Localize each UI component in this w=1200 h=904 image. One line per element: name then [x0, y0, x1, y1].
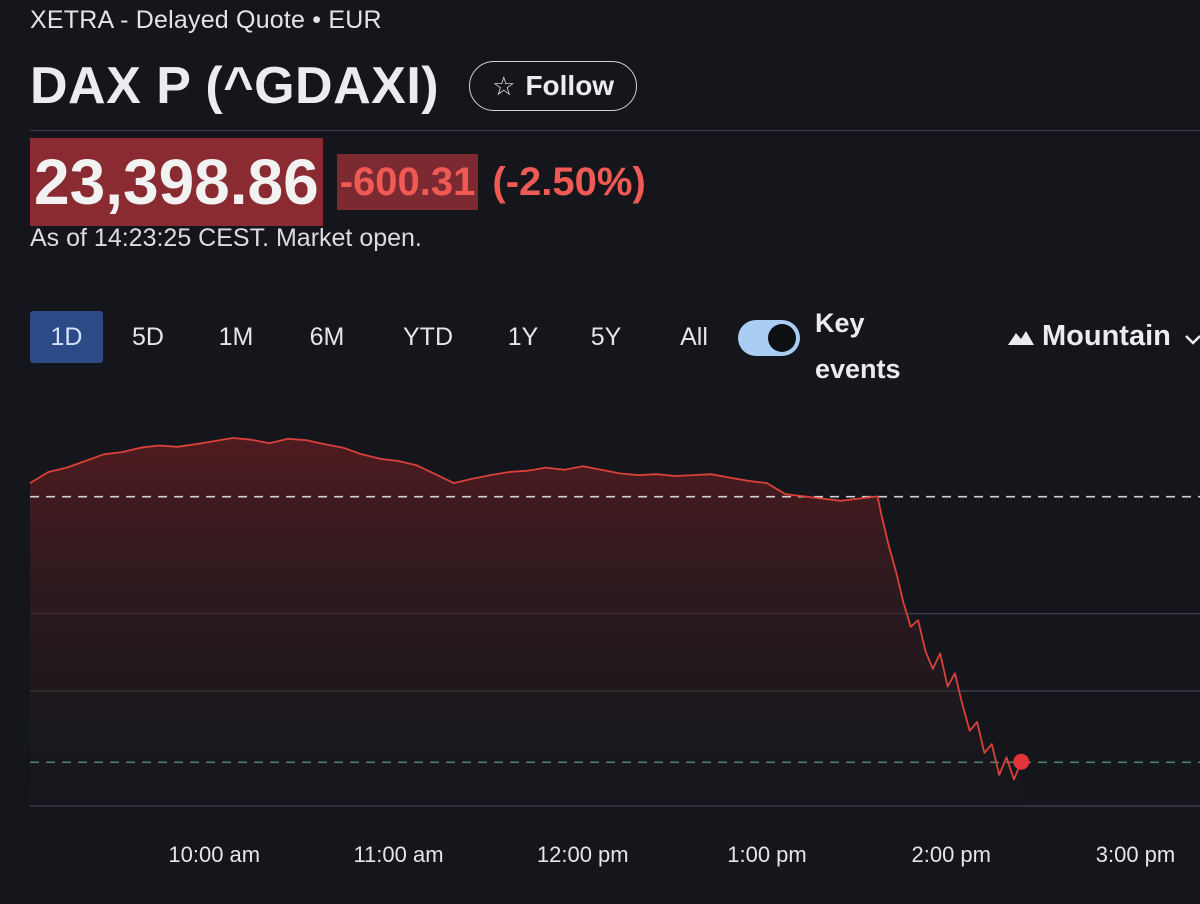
x-tick-label: 12:00 pm	[537, 842, 629, 867]
chart-svg: 10:00 am 11:00 am 12:00 pm 1:00 pm 2:00 pm 3:…	[29, 437, 1200, 867]
x-tick-label: 1:00 pm	[727, 842, 807, 867]
series-line	[29, 437, 1023, 781]
range-tab-5y[interactable]: 5Y	[590, 322, 622, 351]
range-tab-6m[interactable]: 6M	[309, 322, 345, 351]
exchange-info: XETRA - Delayed Quote • EUR	[30, 6, 382, 34]
x-tick-label: 2:00 pm	[912, 842, 992, 867]
title-row: DAX P (^GDAXI) ☆ Follow	[30, 56, 638, 116]
chart-area-fill	[30, 438, 1022, 806]
follow-label: Follow	[525, 70, 615, 101]
range-tab-5d[interactable]: 5D	[132, 322, 164, 351]
page-title: DAX P (^GDAXI)	[30, 57, 440, 115]
price-chart[interactable]: 10:00 am 11:00 am 12:00 pm 1:00 pm 2:00 pm 3:…	[0, 410, 1200, 904]
chart-type-label: Mountain	[1042, 320, 1171, 352]
range-selector: 1D 5D 1M 6M YTD 1Y 5Y All Key events Mou…	[30, 300, 1200, 384]
price-row: 23,398.86 -600.31 (-2.50%)	[30, 138, 646, 226]
chevron-down-icon	[1184, 320, 1200, 353]
range-tab-all[interactable]: All	[680, 322, 708, 351]
follow-button[interactable]: ☆ Follow	[469, 61, 638, 111]
star-outline-icon: ☆	[492, 70, 516, 101]
chart-type-select[interactable]: Mountain	[1008, 320, 1200, 353]
range-tab-1d[interactable]: 1D	[30, 311, 103, 363]
price-change: -600.31	[336, 154, 479, 210]
range-tab-1y[interactable]: 1Y	[507, 322, 539, 351]
market-status: As of 14:23:25 CEST. Market open.	[30, 224, 422, 252]
price-change-percent: (-2.50%)	[492, 160, 646, 204]
x-tick-label: 11:00 am	[353, 842, 443, 867]
key-events-toggle[interactable]	[738, 320, 800, 356]
key-events-label-line-1: Key	[815, 308, 865, 338]
range-tab-1m[interactable]: 1M	[218, 322, 254, 351]
last-price-marker[interactable]	[1013, 753, 1030, 770]
header-divider	[30, 130, 1200, 131]
toggle-knob	[768, 324, 796, 352]
current-price: 23,398.86	[30, 138, 323, 226]
key-events-label-line-2: events	[815, 354, 901, 384]
mountain-icon	[1008, 320, 1034, 353]
x-tick-label: 3:00 pm	[1096, 842, 1176, 867]
x-axis-ticks: 10:00 am 11:00 am 12:00 pm 1:00 pm 2:00 pm 3:…	[168, 842, 1175, 867]
x-tick-label: 10:00 am	[168, 842, 260, 867]
key-events-label: Key events	[815, 300, 901, 392]
range-tab-ytd[interactable]: YTD	[403, 322, 453, 351]
